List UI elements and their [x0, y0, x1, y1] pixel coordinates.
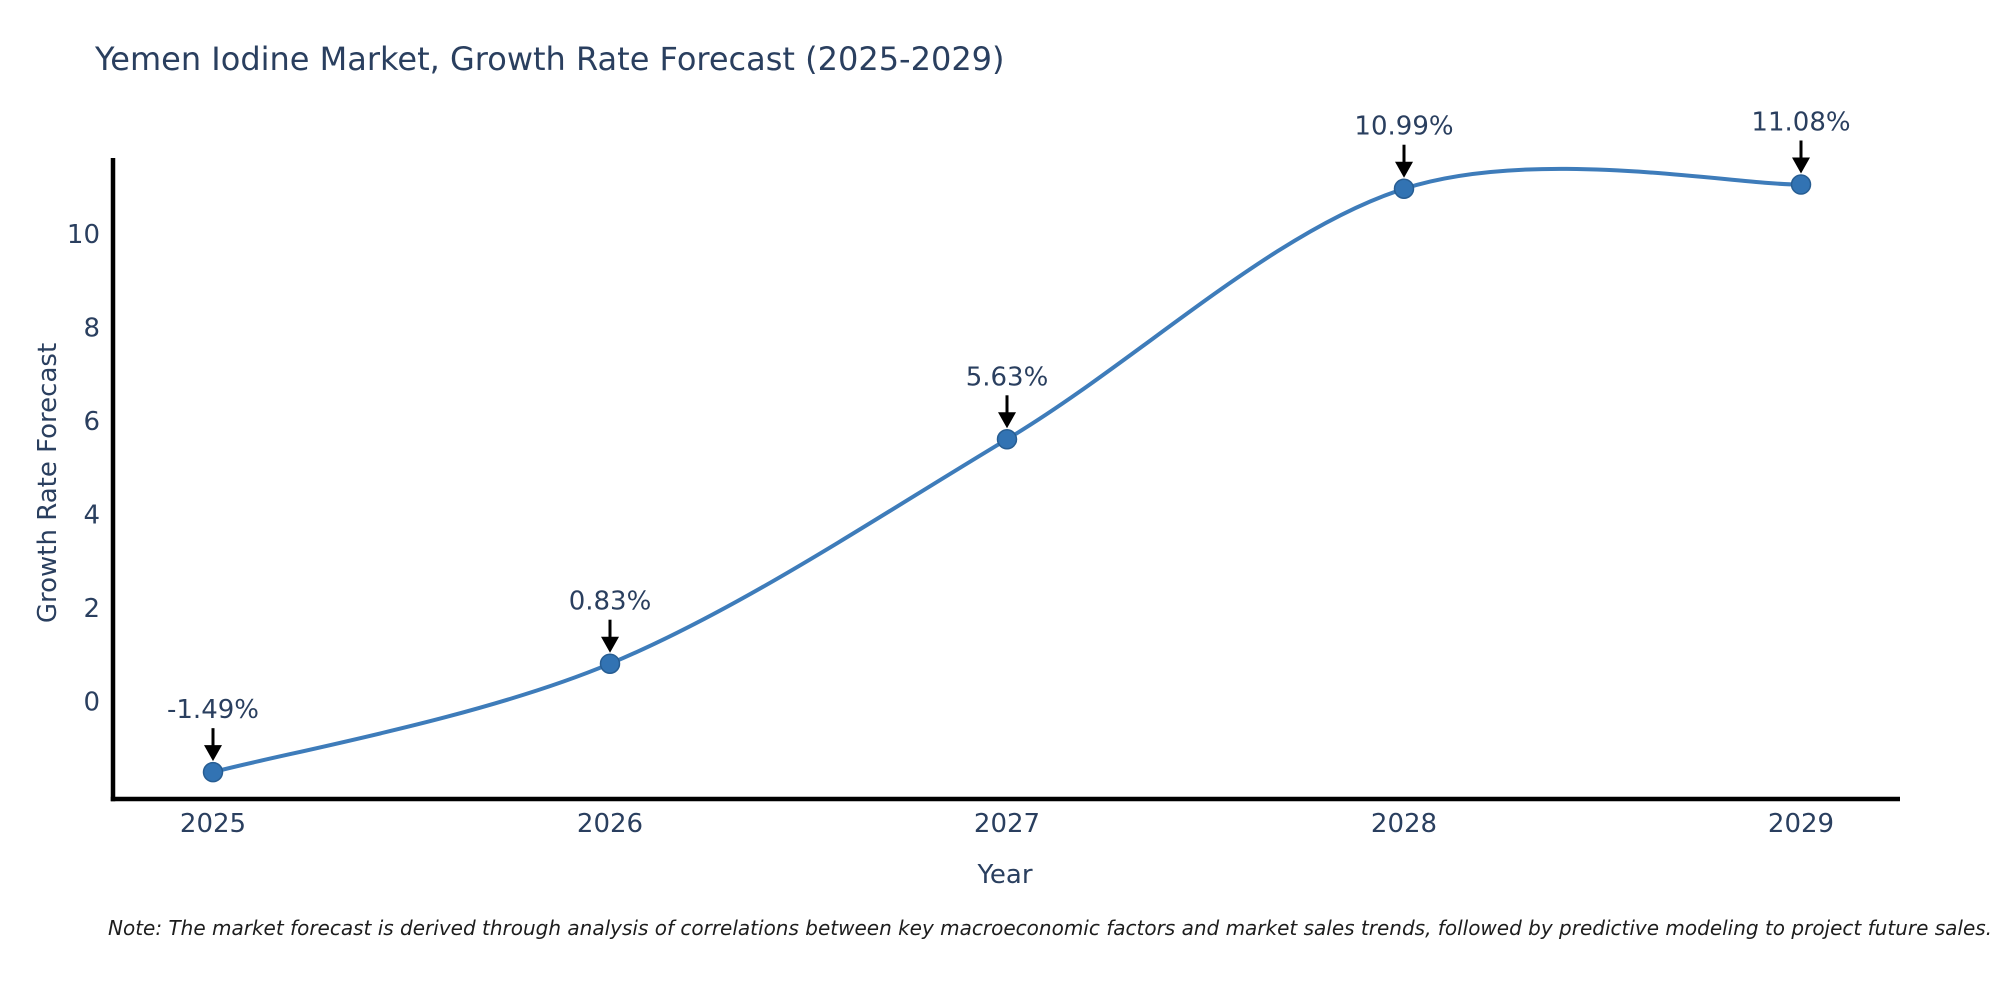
chart-note: Note: The market forecast is derived thr…: [108, 916, 1993, 940]
annotation-arrowhead-2025: [204, 745, 222, 762]
annotation-label-2026: 0.83%: [569, 587, 652, 617]
x-tick-label-2029: 2029: [1768, 809, 1834, 839]
x-tick-label-2027: 2027: [974, 809, 1040, 839]
data-point-2026[interactable]: [599, 653, 621, 674]
chart-title: Yemen Iodine Market, Growth Rate Forecas…: [95, 40, 1005, 78]
data-point-2027[interactable]: [996, 429, 1018, 450]
x-tick-label-2026: 2026: [577, 809, 643, 839]
annotation-label-2025: -1.49%: [167, 695, 259, 725]
annotation-label-2027: 5.63%: [966, 362, 1049, 392]
y-tick-label-0: 0: [83, 688, 100, 718]
annotation-arrowhead-2026: [601, 636, 619, 653]
x-axis-title: Year: [977, 860, 1033, 890]
x-tick-label-2025: 2025: [180, 809, 246, 839]
annotation-label-2029: 11.08%: [1751, 108, 1850, 138]
data-point-2025[interactable]: [202, 761, 224, 783]
y-tick-label-10: 10: [67, 220, 100, 250]
y-tick-label-4: 4: [83, 501, 100, 531]
trend-line: [211, 166, 1803, 775]
y-tick-label-2: 2: [83, 594, 100, 624]
annotation-arrowhead-2028: [1395, 161, 1413, 178]
y-tick-label-8: 8: [83, 314, 100, 344]
annotation-label-2028: 10.99%: [1354, 112, 1453, 142]
annotation-arrowhead-2027: [998, 412, 1016, 429]
x-tick-label-2028: 2028: [1371, 809, 1437, 839]
annotation-arrowhead-2029: [1792, 157, 1810, 174]
y-axis-title: Growth Rate Forecast: [33, 342, 63, 624]
data-point-2028[interactable]: [1393, 178, 1415, 199]
y-tick-label-6: 6: [83, 407, 100, 437]
data-point-2029[interactable]: [1790, 174, 1812, 195]
